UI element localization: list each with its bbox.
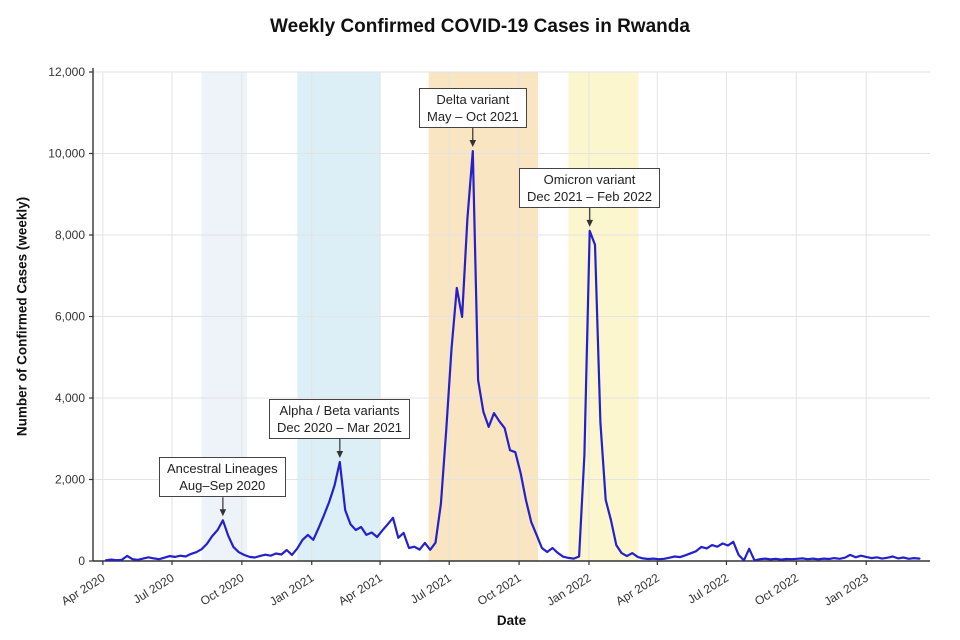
x-tick-label: Oct 2022 <box>752 571 801 609</box>
x-tick-label: Apr 2021 <box>336 570 385 608</box>
x-tick-label: Jul 2021 <box>408 571 454 607</box>
x-tick-label: Apr 2022 <box>613 570 662 608</box>
x-tick-label: Jan 2021 <box>267 571 317 609</box>
annotation-arrowhead-icon <box>586 219 594 227</box>
chart-title: Weekly Confirmed COVID-19 Cases in Rwand… <box>270 16 690 37</box>
annotation-delta-variant: Delta variant May – Oct 2021 <box>419 88 527 129</box>
y-tick-label: 12,000 <box>48 65 85 79</box>
annotation-alpha-beta-line2: Dec 2020 – Mar 2021 <box>277 420 403 436</box>
x-tick-label: Oct 2021 <box>475 571 524 609</box>
annotation-ancestral-line1: Ancestral Lineages <box>167 461 278 476</box>
annotation-ancestral-line2: Aug–Sep 2020 <box>179 478 266 494</box>
x-tick-label: Jan 2022 <box>544 571 594 609</box>
annotation-omicron-line1: Omicron variant <box>543 172 636 187</box>
annotation-omicron-variant: Omicron variant Dec 2021 – Feb 2022 <box>519 168 661 209</box>
annotation-arrowhead-icon <box>219 509 227 517</box>
annotation-arrowhead-icon <box>336 450 344 458</box>
y-tick-label: 6,000 <box>55 310 85 324</box>
y-tick-label: 10,000 <box>48 147 85 161</box>
y-tick-label: 2,000 <box>55 473 85 487</box>
x-tick-label: Apr 2020 <box>59 570 108 608</box>
x-tick-label: Jul 2022 <box>685 571 731 607</box>
y-tick-label: 4,000 <box>55 391 85 405</box>
y-tick-label: 0 <box>78 554 85 568</box>
annotation-alpha-beta-variants: Alpha / Beta variants Dec 2020 – Mar 202… <box>269 399 411 440</box>
y-tick-label: 8,000 <box>55 228 85 242</box>
x-tick-label: Jan 2023 <box>821 571 871 609</box>
x-axis-title: Date <box>496 613 527 628</box>
annotation-omicron-line2: Dec 2021 – Feb 2022 <box>527 189 653 205</box>
x-tick-label: Oct 2020 <box>198 571 247 609</box>
y-axis-title: Number of Confirmed Cases (weekly) <box>14 196 30 437</box>
cases-line-series <box>104 150 921 562</box>
x-tick-label: Jul 2020 <box>131 571 177 607</box>
annotation-alpha-beta-line1: Alpha / Beta variants <box>279 403 400 418</box>
annotation-delta-line2: May – Oct 2021 <box>427 109 519 125</box>
annotation-arrowhead-icon <box>469 140 477 148</box>
annotation-delta-line1: Delta variant <box>436 92 510 107</box>
annotation-ancestral-lineages: Ancestral Lineages Aug–Sep 2020 <box>159 457 286 498</box>
